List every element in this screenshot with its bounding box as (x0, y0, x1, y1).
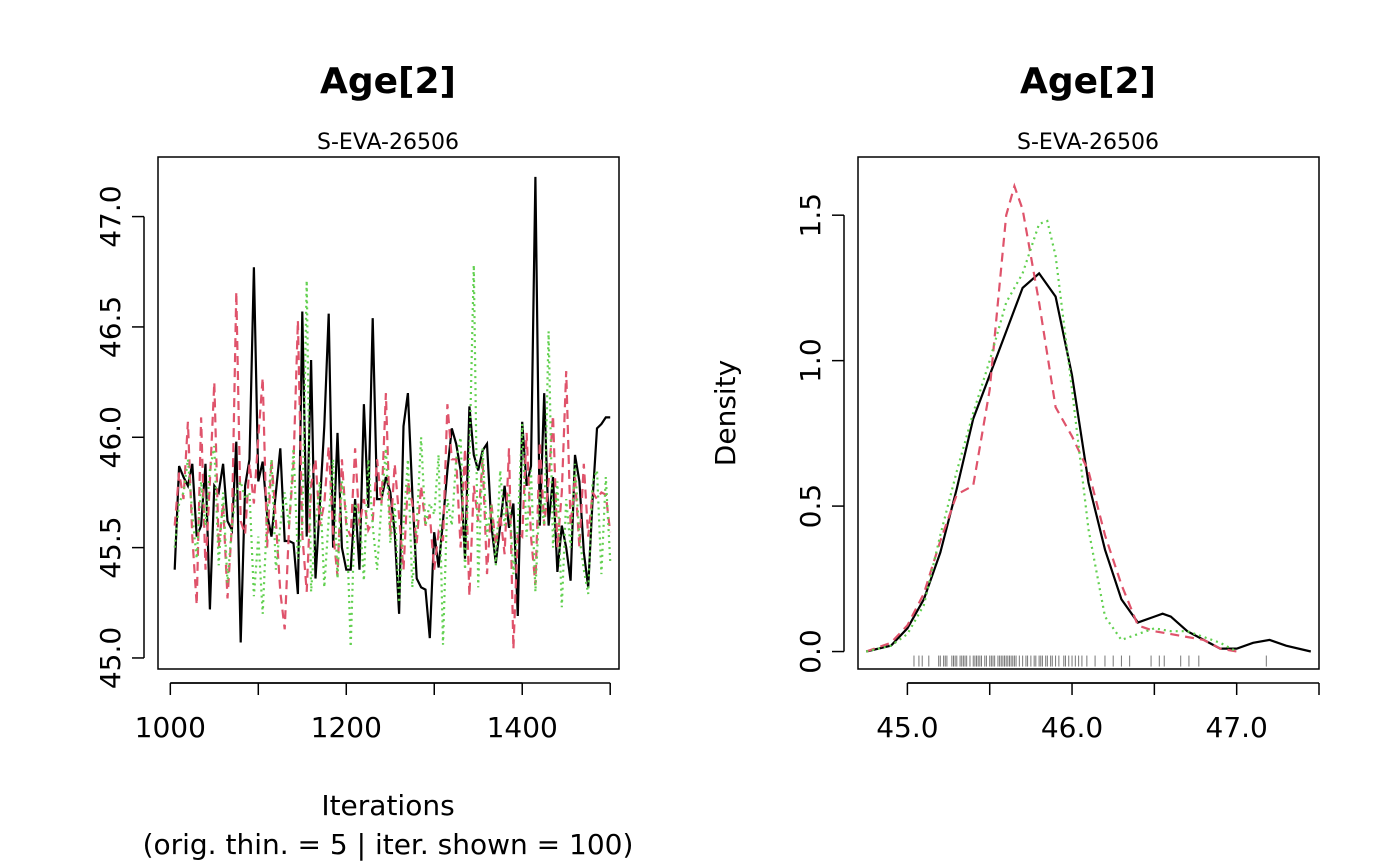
density-plot-title: Age[2] (1020, 61, 1156, 102)
trace-y-tick-label: 45.0 (94, 627, 127, 689)
trace-series-line-chain-1 (173, 176, 611, 643)
trace-plot-x-axis-sublabel: (orig. thin. = 5 | iter. shown = 100) (143, 828, 634, 861)
density-plot-panel: Age[2] S-EVA-26506 45.0 46.0 47.0 0.0 0.5 1.… (709, 61, 1320, 744)
density-series-line-chain-3 (865, 219, 1238, 653)
density-y-tick-label: 0.5 (794, 484, 827, 529)
trace-y-tick-label: 46.5 (94, 296, 127, 358)
density-series-line-chain-2 (865, 182, 1237, 653)
trace-x-tick-label: 1000 (135, 711, 206, 744)
trace-plot-y-axis: 45.0 45.5 46.0 46.5 47.0 (94, 185, 145, 689)
density-plot-y-axis: 0.0 0.5 1.0 1.5 (794, 193, 845, 674)
density-plot-y-axis-label: Density (709, 360, 742, 466)
trace-y-tick-label: 47.0 (94, 185, 127, 247)
trace-plot-subtitle: S-EVA-26506 (317, 130, 459, 155)
trace-series-line-chain-3 (173, 265, 612, 647)
trace-y-tick-label: 45.5 (94, 516, 127, 578)
trace-plot-series (173, 176, 612, 650)
trace-x-tick-label: 1400 (487, 711, 558, 744)
density-x-tick-label: 46.0 (1041, 711, 1103, 744)
density-plot-subtitle: S-EVA-26506 (1017, 130, 1159, 155)
trace-plot-title: Age[2] (320, 61, 456, 102)
trace-plot-frame (157, 156, 620, 670)
density-plot-frame (857, 156, 1320, 670)
trace-series-line-chain-2 (173, 291, 612, 650)
density-plot-rug (913, 655, 1267, 667)
density-y-tick-label: 1.5 (794, 193, 827, 238)
density-x-tick-label: 45.0 (876, 711, 938, 744)
density-plot-series (865, 182, 1312, 653)
trace-plot-panel: Age[2] S-EVA-26506 1000 1200 1400 45.0 45.5… (94, 61, 633, 861)
density-series-line-chain-1 (865, 271, 1312, 653)
trace-y-tick-label: 46.0 (94, 406, 127, 468)
density-plot-x-axis: 45.0 46.0 47.0 (876, 682, 1320, 744)
trace-plot-x-axis-label: Iterations (321, 789, 454, 822)
trace-x-tick-label: 1200 (311, 711, 382, 744)
trace-plot-x-axis: 1000 1200 1400 (135, 682, 611, 744)
density-y-tick-label: 1.0 (794, 338, 827, 383)
density-y-tick-label: 0.0 (794, 629, 827, 674)
density-x-tick-label: 47.0 (1206, 711, 1268, 744)
